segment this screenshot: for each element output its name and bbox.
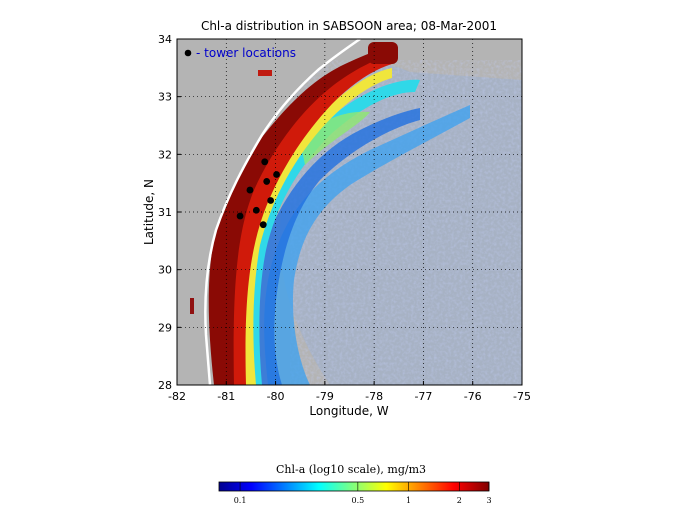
x-tick-label: -81 (217, 390, 235, 403)
red-nearshore-band (219, 52, 392, 385)
land-mass (177, 39, 360, 385)
tower-marker (263, 178, 271, 185)
colorbar-tick-label: 3 (486, 496, 491, 505)
x-tick-label: -82 (168, 390, 186, 403)
tower-marker (246, 186, 254, 194)
y-tick-label: 32 (158, 148, 172, 161)
tower-marker (236, 212, 244, 220)
green-patch (300, 111, 370, 165)
y-axis-label: Latitude, N (142, 179, 156, 245)
map-title: Chl-a distribution in SABSOON area; 08-M… (201, 19, 497, 33)
coastline (204, 39, 361, 385)
y-tick-label: 29 (158, 321, 172, 334)
colorbar-ticks: 0.1 0.5 1 2 3 (234, 482, 492, 505)
y-tick-label: 30 (158, 264, 172, 277)
river-patch (190, 298, 194, 314)
y-axis-ticks: 28 29 30 31 32 33 34 (158, 33, 181, 392)
tower-marker (273, 171, 280, 178)
legend-tower-marker (184, 49, 192, 57)
y-tick-label: 31 (158, 206, 172, 219)
x-tick-label: -77 (414, 390, 432, 403)
tower-marker (267, 197, 275, 204)
map-plot-area (177, 39, 522, 385)
colorbar-tick-label: 0.1 (234, 496, 247, 505)
grid (177, 39, 522, 385)
colorbar-tick-label: 0.5 (351, 496, 364, 505)
colorbar-title: Chl-a (log10 scale), mg/m3 (276, 463, 426, 476)
colorbar-tick-label: 2 (457, 496, 462, 505)
x-tick-label: -76 (464, 390, 482, 403)
x-tick-label: -75 (513, 390, 531, 403)
cape-fear-plume (368, 42, 398, 64)
colorbar (219, 482, 489, 491)
tower-marker (259, 221, 267, 229)
gulf-stream-band (264, 105, 470, 385)
x-tick-label: -79 (316, 390, 334, 403)
x-tick-label: -80 (267, 390, 285, 403)
legend-label: - tower locations (196, 46, 296, 60)
blue-shelf-band (248, 108, 420, 385)
tower-marker (252, 206, 260, 214)
tower-marker (261, 158, 269, 166)
x-axis-label: Longitude, W (309, 404, 388, 418)
estuary-patch (258, 70, 272, 76)
tower-markers (236, 158, 280, 229)
x-tick-label: -78 (365, 390, 383, 403)
x-axis-ticks: -82 -81 -80 -79 -78 -77 -76 -75 (168, 381, 531, 403)
mid-shelf-band (238, 79, 420, 385)
colorbar-tick-label: 1 (406, 496, 411, 505)
y-tick-label: 34 (158, 33, 172, 46)
y-tick-label: 28 (158, 379, 172, 392)
y-tick-label: 33 (158, 91, 172, 104)
